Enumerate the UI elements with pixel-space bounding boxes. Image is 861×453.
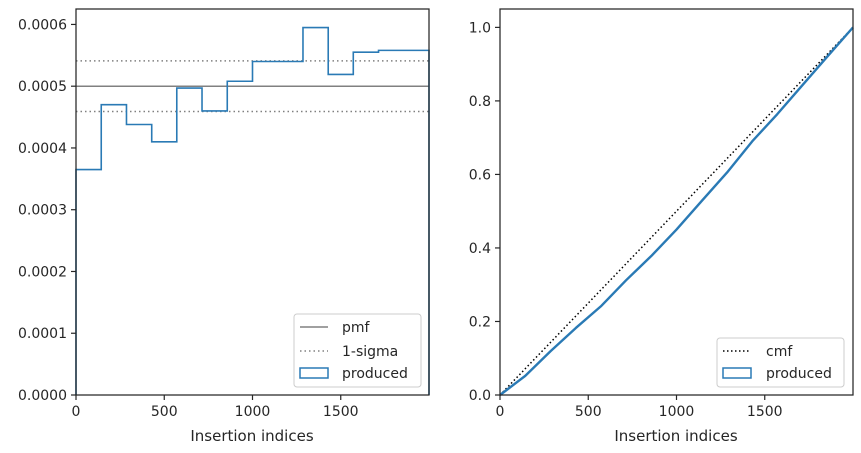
histogram-y-axis: 0.0000 0.0001 0.0002 0.0003 0.0004 0.0005 0.00… bbox=[18, 17, 76, 404]
cumulative-plot-area bbox=[499, 26, 854, 396]
histogram-y-tick-label: 0.0005 bbox=[18, 79, 67, 95]
histogram-y-tick-label: 0.0001 bbox=[18, 326, 67, 342]
cumulative-y-axis: 0.0 0.2 0.4 0.6 0.8 1.0 bbox=[469, 20, 500, 404]
cumulative-panel: 0 500 1000 1500 0.0 0.2 0.4 0.6 0.8 1.0 Insertio… bbox=[469, 8, 854, 445]
histogram-x-tick-label: 1000 bbox=[235, 404, 271, 420]
cumulative-y-tick-label: 0.4 bbox=[469, 241, 491, 257]
cumulative-x-tick-label: 1000 bbox=[659, 404, 695, 420]
legend-produced-label: produced bbox=[342, 366, 408, 382]
cumulative-y-tick-label: 1.0 bbox=[469, 20, 491, 36]
cmf-line bbox=[499, 26, 854, 396]
cumulative-x-axis: 0 500 1000 1500 bbox=[496, 395, 783, 420]
cumulative-y-tick-label: 0.2 bbox=[469, 314, 491, 330]
histogram-x-axis: 0 500 1000 1500 bbox=[72, 395, 359, 420]
histogram-x-tick-label: 500 bbox=[151, 404, 178, 420]
histogram-y-tick-label: 0.0004 bbox=[18, 141, 67, 157]
cumulative-x-tick-label: 1500 bbox=[747, 404, 783, 420]
cumulative-x-tick-label: 0 bbox=[496, 404, 505, 420]
legend-produced-cumulative-swatch bbox=[722, 367, 752, 379]
cumulative-x-axis-label: Insertion indices bbox=[614, 427, 737, 445]
cumulative-frame bbox=[499, 8, 854, 396]
histogram-y-tick-label: 0.0006 bbox=[18, 17, 67, 33]
histogram-panel: 0 500 1000 1500 0.00000.00010.00020.00030.0… bbox=[18, 8, 430, 445]
cumulative-y-tick-label: 0.8 bbox=[469, 94, 491, 110]
cumulative-legend: cmf produced bbox=[716, 337, 845, 388]
legend-cmf-label: cmf bbox=[766, 344, 793, 360]
histogram-y-tick-label: 0.0000 bbox=[18, 388, 67, 404]
histogram-x-tick-label: 0 bbox=[72, 404, 81, 420]
legend-produced-cumulative-label: produced bbox=[766, 366, 832, 382]
legend-pmf-label: pmf bbox=[342, 320, 371, 336]
legend-sigma-label: 1-sigma bbox=[342, 344, 398, 360]
legend-produced-swatch bbox=[299, 367, 329, 379]
cumulative-x-tick-label: 500 bbox=[575, 404, 602, 420]
histogram-x-axis-label: Insertion indices bbox=[190, 427, 313, 445]
histogram-plot-area bbox=[75, 26, 430, 395]
cumulative-y-tick-label: 0.0 bbox=[469, 388, 491, 404]
histogram-frame bbox=[75, 8, 430, 396]
cumulative-y-tick-label: 0.6 bbox=[469, 167, 491, 183]
histogram-legend: pmf 1-sigma produced bbox=[293, 313, 422, 388]
histogram-x-tick-label: 1500 bbox=[323, 404, 359, 420]
cumulative-legend-box bbox=[716, 337, 845, 388]
produced-cumulative-line bbox=[499, 26, 854, 396]
histogram-y-tick-label: 0.0003 bbox=[18, 203, 67, 219]
histogram-y-tick-label: 0.0002 bbox=[18, 264, 67, 280]
produced-histogram-step bbox=[75, 26, 430, 395]
